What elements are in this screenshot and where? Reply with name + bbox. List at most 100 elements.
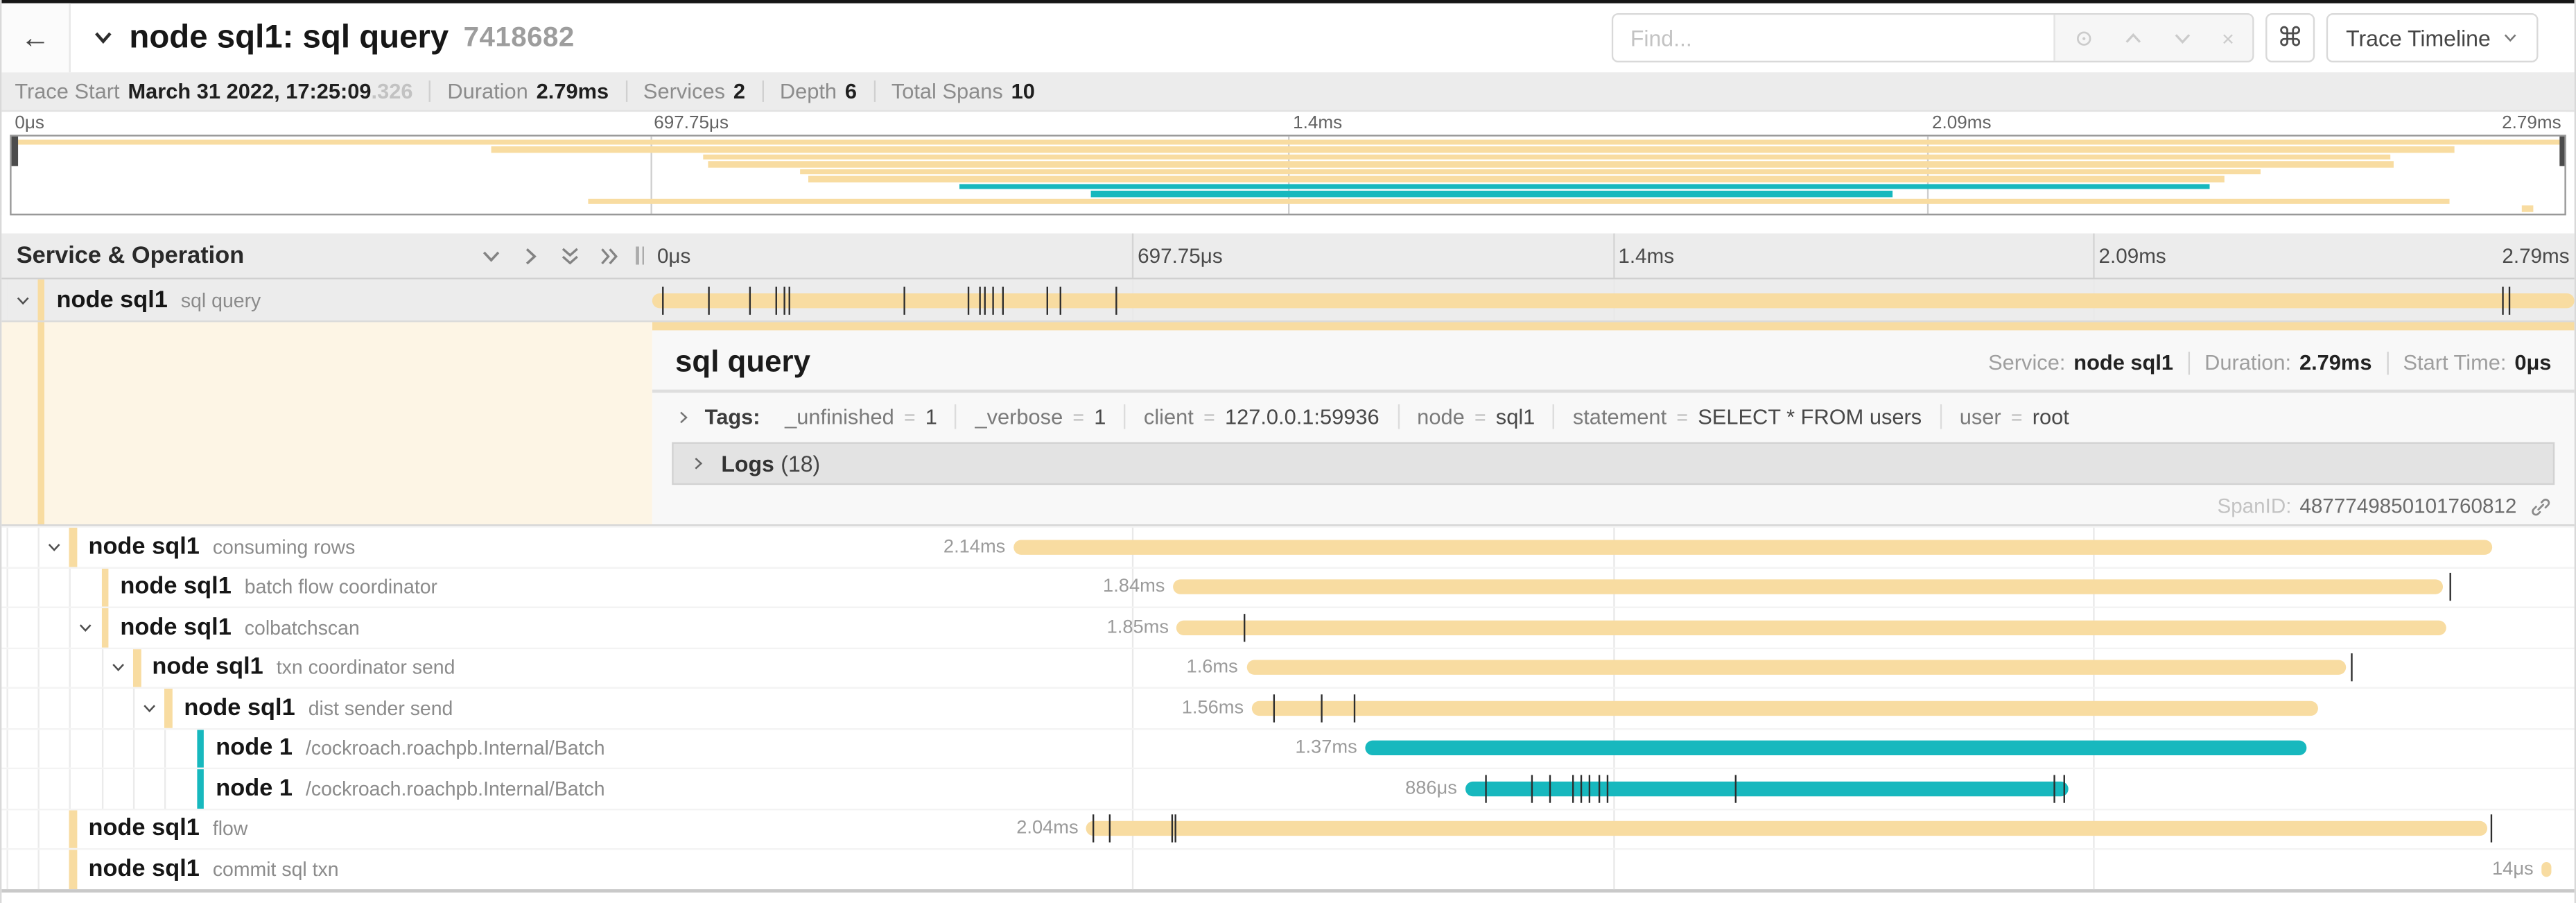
span-bar[interactable] (1465, 781, 2069, 796)
column-resizer-grip[interactable] (636, 246, 645, 265)
span-tree-toggle-icon[interactable] (46, 539, 63, 556)
span-detail-meta: Service: node sql1 Duration: 2.79ms Start Ti… (1988, 350, 2551, 375)
span-service-name: node sql1 (152, 654, 263, 681)
tree-controls (480, 244, 621, 267)
span-row[interactable]: node 1/cockroach.roachpb.Internal/Batch 1… (1, 727, 2575, 768)
collapse-trace-chevron-icon[interactable] (92, 26, 114, 49)
span-timeline-cell[interactable]: 2.04ms (652, 809, 2575, 848)
ruler-tick-label: 1.4ms (1293, 113, 1343, 133)
minimap-span-bar (11, 139, 2565, 146)
back-button[interactable]: ← (1, 3, 71, 73)
log-tick (2509, 286, 2511, 314)
span-bar[interactable] (1086, 821, 2488, 836)
span-bar[interactable] (1013, 539, 2492, 555)
timeline-grid-header: Service & Operation 0μs 697.75μs 1.4ms 2.09… (1, 233, 2575, 280)
tree-indent-guide (6, 648, 37, 687)
summary-label: Services (643, 78, 726, 104)
summary-separator (761, 80, 764, 102)
span-bar[interactable] (1173, 579, 2444, 595)
span-row[interactable]: node sql1 commit sql txn 14μs (1, 848, 2575, 888)
span-timeline-cell[interactable]: 2.14ms (652, 527, 2575, 567)
span-timeline-cell[interactable]: 1.37ms (652, 729, 2575, 768)
timeline-header-ruler: 0μs 697.75μs 1.4ms 2.09ms 2.79ms (652, 233, 2575, 278)
log-tick (2449, 573, 2451, 601)
minimap-span-bar (703, 154, 2391, 160)
tree-indent-guide (69, 608, 101, 647)
deep-link-icon[interactable] (2530, 496, 2551, 517)
span-timeline-cell[interactable]: 1.84ms (652, 567, 2575, 607)
bottom-divider (1, 888, 2575, 892)
span-color-bar (69, 809, 77, 848)
span-timeline-cell[interactable]: 14μs (652, 850, 2575, 888)
log-tick (788, 286, 791, 314)
clear-search-icon[interactable]: × (2221, 25, 2234, 51)
trace-minimap[interactable] (10, 135, 2566, 216)
tag-item: _unfinished = 1 (767, 404, 957, 430)
tag-equals: = (1474, 406, 1486, 430)
tree-indent-guide (133, 769, 165, 808)
span-row[interactable]: node sql1 dist sender send 1.56ms (1, 687, 2575, 728)
span-bar[interactable] (2541, 861, 2552, 877)
tags-toggle-row[interactable]: Tags: _unfinished = 1 _verbose = 1 client = 127.0… (652, 393, 2575, 438)
span-row[interactable]: node 1/cockroach.roachpb.Internal/Batch 8… (1, 767, 2575, 808)
keyboard-shortcuts-button[interactable]: ⌘ (2265, 12, 2315, 63)
summary-value: 2.79ms (536, 78, 609, 104)
span-tree-toggle-icon[interactable] (141, 700, 158, 716)
span-bar[interactable] (1246, 660, 2346, 676)
span-timeline-cell[interactable]: 886μs (652, 769, 2575, 808)
span-id-value: 4877749850101760812 (2299, 495, 2517, 519)
span-bar[interactable] (1251, 700, 2319, 716)
tag-value: 1 (925, 404, 937, 430)
span-row[interactable]: node sql1 batch flow coordinator 1.84ms (1, 566, 2575, 607)
prev-result-icon[interactable] (2123, 27, 2145, 49)
span-row-tree: node sql1 colbatchscan (1, 608, 652, 647)
span-tree-toggle-icon[interactable] (15, 292, 31, 309)
next-result-icon[interactable] (2173, 27, 2194, 49)
span-timeline-cell[interactable]: 1.6ms (652, 648, 2575, 687)
meta-value: 2.79ms (2299, 350, 2372, 375)
tag-equals: = (1072, 406, 1085, 430)
span-detail-panel: sql query Service: node sql1 Duration: 2.79m… (652, 322, 2575, 524)
expand-all-icon[interactable] (598, 244, 621, 267)
logs-toggle-row[interactable]: Logs (18) (672, 442, 2555, 485)
span-row[interactable]: node sql1 flow 2.04ms (1, 807, 2575, 848)
trace-view-selector-button[interactable]: Trace Timeline (2326, 12, 2539, 63)
span-timeline-cell[interactable]: 1.56ms (652, 688, 2575, 728)
span-tree-toggle-icon[interactable] (110, 660, 126, 676)
find-input[interactable] (1614, 15, 2055, 61)
span-bar[interactable] (1176, 620, 2446, 635)
ruler-tick-label: 2.79ms (2502, 243, 2570, 268)
span-timeline-cell[interactable]: 1.85ms (652, 608, 2575, 647)
expand-one-icon[interactable] (519, 244, 542, 267)
locate-icon[interactable] (2074, 27, 2096, 49)
span-bar[interactable] (1365, 741, 2308, 756)
ruler-tick-label: 697.75μs (1138, 243, 1223, 268)
span-row-labels: node sql1 batch flow coordinator (120, 574, 437, 601)
find-group: × (1612, 12, 2254, 63)
span-tree-toggle-icon[interactable] (78, 619, 94, 636)
span-operation-name: flow (212, 817, 248, 841)
tree-indent-guide (6, 279, 37, 321)
log-tick (1115, 286, 1117, 314)
span-row[interactable]: node sql1 colbatchscan 1.85ms (1, 606, 2575, 647)
minimap-scrubber-left[interactable] (11, 136, 17, 166)
minimap-span-bar (588, 198, 2450, 205)
ruler-tick-label: 2.09ms (1932, 113, 1992, 133)
span-operation-name: sql query (180, 288, 261, 312)
tree-indent-guide (101, 648, 133, 687)
minimap-scrubber-right[interactable] (2559, 136, 2565, 166)
collapse-one-icon[interactable] (480, 244, 503, 267)
collapse-all-icon[interactable] (559, 244, 582, 267)
span-row-labels: node 1/cockroach.roachpb.Internal/Batch (216, 735, 604, 762)
view-selector-label: Trace Timeline (2346, 25, 2491, 51)
span-row[interactable]: node sql1 sql query (1, 279, 2575, 322)
span-row[interactable]: node sql1 txn coordinator send 1.6ms (1, 646, 2575, 687)
tag-item: client = 127.0.0.1:59936 (1126, 404, 1400, 430)
span-row[interactable]: node sql1 consuming rows 2.14ms (1, 526, 2575, 567)
span-bar[interactable] (652, 292, 2575, 308)
minimap-gap (1, 215, 2575, 234)
span-color-bar (37, 322, 45, 524)
span-timeline-cell[interactable] (652, 279, 2575, 321)
minimap-gridline (1288, 136, 1290, 214)
tree-indent-guide (37, 729, 69, 768)
